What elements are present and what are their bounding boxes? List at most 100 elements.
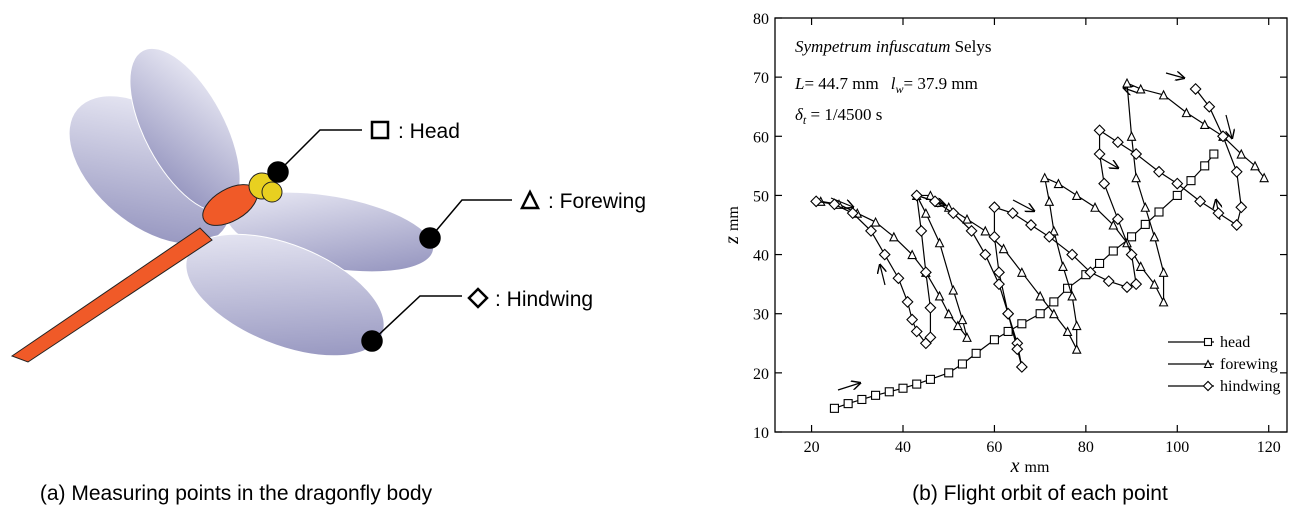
point <box>1135 83 1146 94</box>
legend-marker <box>1203 337 1213 347</box>
point <box>1062 326 1073 337</box>
point <box>1236 148 1247 159</box>
point <box>1108 246 1118 256</box>
point <box>1044 196 1055 206</box>
point <box>1154 207 1164 217</box>
point <box>1048 225 1059 236</box>
point <box>865 224 877 237</box>
point <box>1090 202 1100 212</box>
point <box>1250 160 1260 171</box>
point <box>1048 308 1059 319</box>
series <box>829 149 1219 413</box>
point <box>898 383 908 393</box>
point <box>1071 190 1082 200</box>
y-tick-label: 40 <box>753 248 769 265</box>
point <box>971 348 981 358</box>
point <box>948 284 959 295</box>
point <box>1194 195 1207 208</box>
point <box>965 224 978 237</box>
point <box>1230 219 1243 231</box>
point <box>1066 248 1079 261</box>
legend-label: forewing <box>1220 356 1278 373</box>
x-tick-label: 20 <box>804 439 820 456</box>
y-label-unit: mm <box>725 206 742 231</box>
point <box>962 332 972 342</box>
point <box>957 359 967 369</box>
point <box>1035 309 1045 319</box>
point <box>919 266 932 279</box>
x-tick-label: 100 <box>1165 439 1189 456</box>
time-symbol: δ <box>795 105 804 124</box>
point <box>846 207 859 220</box>
point <box>910 189 923 202</box>
point <box>910 325 923 338</box>
point <box>1158 267 1169 277</box>
label-head: : Head <box>398 120 460 143</box>
y-tick-label: 80 <box>753 11 769 28</box>
point <box>1002 307 1015 320</box>
point <box>1212 207 1225 220</box>
point <box>907 249 918 260</box>
point <box>870 216 881 227</box>
x-label: x mm <box>1010 455 1050 477</box>
svg-text:Sympetrum infuscatum Selys: Sympetrum infuscatum Selys <box>795 37 991 56</box>
leaders <box>267 120 541 352</box>
point <box>943 308 954 319</box>
legend-label: hindwing <box>1220 378 1280 395</box>
point <box>1203 100 1216 113</box>
point <box>829 403 839 413</box>
point <box>1172 190 1182 200</box>
point <box>993 278 1005 291</box>
point <box>1158 89 1169 100</box>
point <box>1071 320 1082 331</box>
point <box>901 295 914 308</box>
point <box>1043 230 1056 243</box>
point <box>988 201 1001 214</box>
point <box>843 399 853 409</box>
svg-text:δt = 1/4500 s: δt = 1/4500 s <box>795 105 882 127</box>
species: Sympetrum infuscatum <box>795 37 950 56</box>
length-value: = 44.7 mm <box>804 74 878 93</box>
point <box>957 314 968 325</box>
legend-marker <box>1203 359 1213 369</box>
point <box>952 320 963 331</box>
x-label-unit: mm <box>1025 459 1050 476</box>
legend-label: head <box>1220 334 1250 351</box>
point <box>925 374 935 384</box>
point <box>1111 213 1124 226</box>
point <box>947 207 960 220</box>
point <box>1158 296 1169 307</box>
point <box>1102 275 1115 288</box>
x-tick-label: 80 <box>1078 439 1094 456</box>
point <box>1095 258 1105 268</box>
point <box>1003 326 1013 337</box>
point <box>871 390 881 400</box>
legend-marker <box>1202 380 1214 392</box>
point <box>944 368 954 378</box>
point <box>920 207 931 218</box>
point <box>1149 231 1160 242</box>
point <box>1053 178 1064 189</box>
point <box>1181 107 1192 118</box>
x-label-var: x <box>1010 455 1020 477</box>
point <box>1111 136 1124 149</box>
point <box>1122 77 1132 88</box>
point <box>1121 281 1133 294</box>
point <box>884 387 894 397</box>
x-tick-label: 60 <box>986 439 1002 456</box>
point <box>1131 172 1142 183</box>
point <box>1011 343 1024 356</box>
point <box>1039 172 1050 183</box>
point <box>929 195 941 208</box>
length-symbol: L <box>794 74 804 93</box>
y-tick-label: 30 <box>753 307 769 324</box>
point <box>988 230 1001 243</box>
x-tick-label: 120 <box>1257 439 1281 456</box>
point <box>924 331 937 344</box>
y-label-var: z <box>721 236 743 245</box>
dragonfly <box>10 47 435 363</box>
point <box>934 290 945 301</box>
time-sub: t <box>803 113 807 127</box>
point <box>1108 219 1119 230</box>
